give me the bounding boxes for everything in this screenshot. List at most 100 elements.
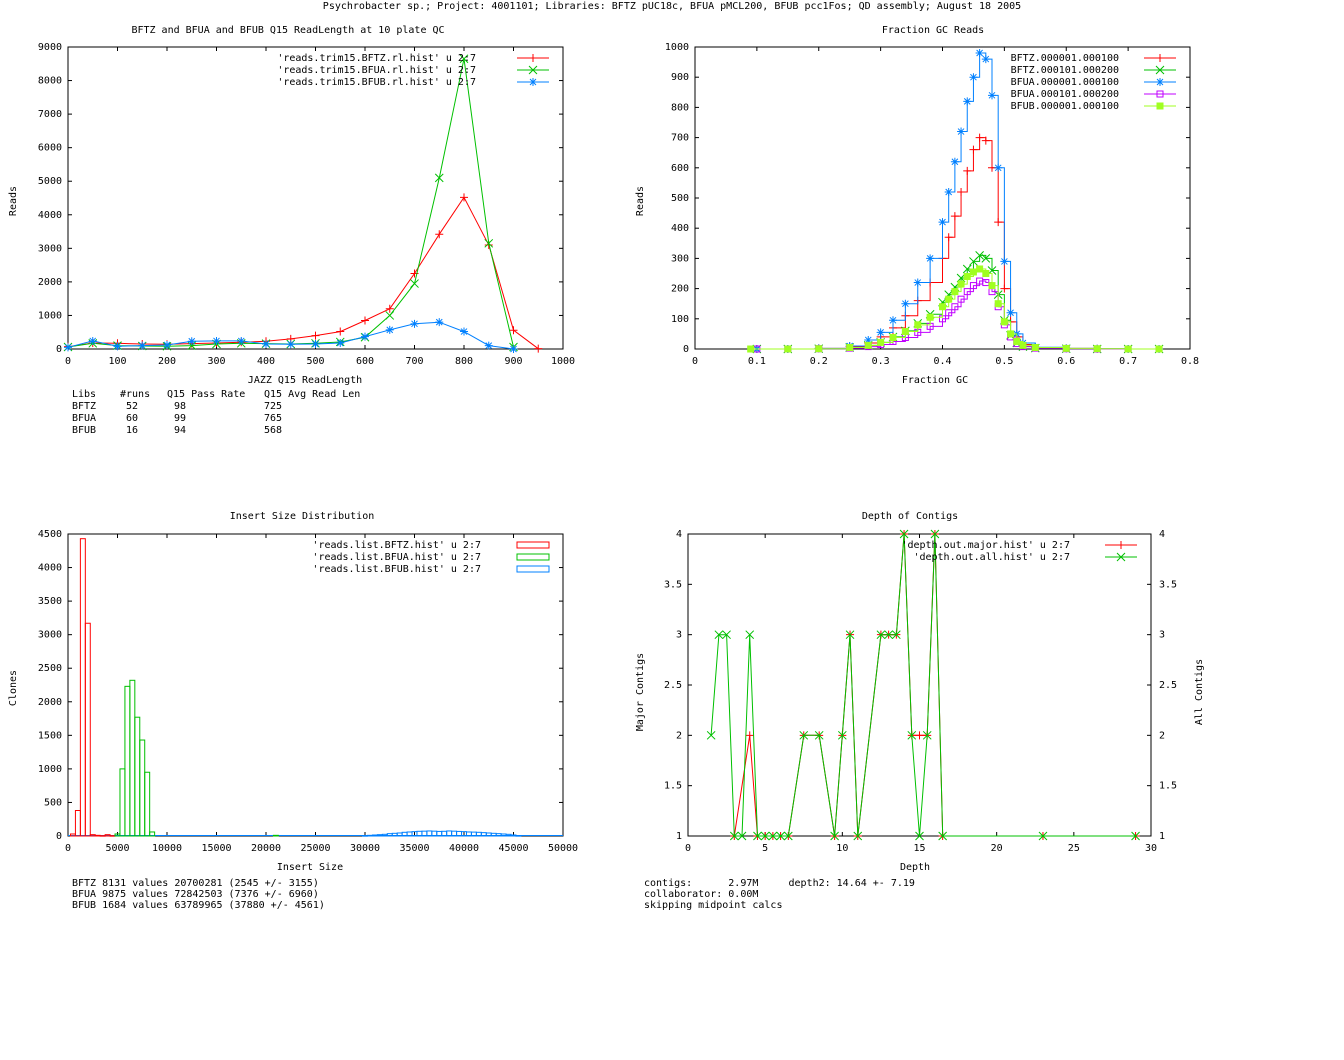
histogram-bar [366, 834, 373, 837]
x-marker [1116, 552, 1126, 562]
x-tick-label: 400 [257, 356, 275, 367]
series-line [756, 137, 1160, 350]
star-marker [950, 157, 959, 166]
x-tick-label: 0 [65, 843, 71, 854]
histogram-bar [362, 835, 368, 837]
page-title: Psychrobacter sp.; Project: 4001101; Lib… [323, 1, 1021, 12]
star-marker [361, 332, 369, 341]
histogram-bar [109, 835, 116, 837]
depth-chart: Depth of Contigs 0 5 10 15 20 25 3011.522.533.… [635, 511, 1205, 911]
insert-legend: 'reads.list.BFTZ.hist' u 2:7'reads.list.… [312, 540, 550, 575]
x-marker [891, 630, 901, 640]
star-marker [336, 338, 345, 347]
filled-square-marker [846, 343, 854, 351]
x-marker [975, 251, 984, 260]
y2-tick-label: 3 [1159, 630, 1165, 641]
plus-marker [385, 304, 394, 313]
y-tick-label: 200 [671, 284, 689, 295]
x-tick-label: 0.4 [933, 356, 951, 367]
x-tick-label: 0.3 [872, 356, 890, 367]
insert-xlabel: Insert Size [277, 862, 343, 873]
plus-marker [1156, 54, 1164, 62]
star-marker [113, 342, 122, 351]
star-marker [237, 336, 246, 345]
filled-square-marker [982, 270, 990, 277]
gc-chart-title: Fraction GC Reads [882, 25, 984, 36]
plus-marker [361, 316, 369, 325]
star-marker [529, 78, 537, 86]
x-marker [187, 341, 197, 350]
star-marker [460, 327, 468, 336]
x-tick-label: 30 [1145, 843, 1157, 854]
x-tick-label: 20000 [251, 843, 281, 854]
star-marker [212, 336, 221, 345]
x-tick-label: 5000 [105, 843, 129, 854]
y-tick-label: 0 [56, 831, 62, 842]
plus-marker [944, 233, 953, 242]
filled-square-marker [976, 265, 984, 273]
legend-label: 'reads.trim15.BFTZ.rl.hist' u 2:7 [277, 53, 476, 64]
x-marker [760, 831, 770, 841]
insert-stats: BFTZ 8131 values 20700281 (2545 +/- 3155… [72, 878, 325, 911]
table-header-cell: Q15 Avg Read Len [264, 389, 360, 400]
filled-square-marker [747, 345, 755, 353]
star-marker [1006, 308, 1015, 317]
x-marker [799, 730, 809, 740]
x-tick-label: 0 [65, 356, 71, 367]
star-marker [410, 319, 419, 328]
star-marker [913, 278, 922, 287]
x-marker [385, 311, 395, 320]
star-marker [975, 49, 984, 58]
plus-marker [994, 218, 1003, 227]
y2-tick-label: 1 [1159, 831, 1165, 842]
gc-ylabel: Reads [635, 186, 646, 216]
filled-square-marker [939, 303, 946, 311]
series-line [67, 196, 539, 350]
x-tick-label: 0.1 [748, 356, 766, 367]
legend-swatch [516, 541, 550, 549]
x-tick-label: 0.6 [1057, 356, 1075, 367]
star-marker [435, 318, 444, 327]
readlength-plot-frame [67, 46, 564, 350]
depth-y2label: All Contigs [1194, 659, 1205, 725]
x-tick-label: 100 [108, 356, 126, 367]
series-line [710, 533, 1136, 837]
y-tick-label: 4000 [38, 210, 62, 221]
x-marker [714, 630, 724, 640]
filled-square-marker [1013, 337, 1021, 345]
filled-square-marker [784, 345, 792, 353]
square-marker [957, 295, 965, 303]
histogram-bar [119, 768, 126, 837]
x-tick-label: 15000 [201, 843, 231, 854]
star-marker [509, 345, 518, 353]
x-marker [837, 730, 847, 740]
square-marker [963, 288, 971, 296]
legend-label: 'reads.trim15.BFUB.rl.hist' u 2:7 [277, 77, 476, 88]
star-marker [187, 337, 196, 346]
readlength-series [63, 54, 543, 353]
plus-marker [981, 136, 990, 145]
y-tick-label: 1500 [38, 730, 62, 741]
series-line [67, 58, 514, 348]
filled-square-marker [1155, 345, 1163, 353]
y-tick-label: 0 [56, 344, 62, 355]
x-tick-label: 900 [504, 356, 522, 367]
y2-tick-label: 2.5 [1159, 680, 1177, 691]
insert-ticks: 0 5000 10000 15000 20000 25000 30000 35000 40000… [38, 529, 578, 854]
legend-label: 'reads.list.BFUA.hist' u 2:7 [312, 552, 481, 563]
insert-ylabel: Clones [8, 670, 19, 706]
filled-square-marker [1093, 345, 1101, 353]
stats-line: skipping midpoint calcs [644, 900, 782, 911]
x-tick-label: 45000 [498, 843, 528, 854]
legend-label: 'depth.out.all.hist' u 2:7 [913, 552, 1070, 563]
y-tick-label: 2000 [38, 277, 62, 288]
legend-label: 'reads.list.BFTZ.hist' u 2:7 [312, 540, 481, 551]
histogram-bar [272, 834, 279, 837]
x-tick-label: 200 [158, 356, 176, 367]
star-marker [876, 328, 885, 337]
x-tick-label: 0.2 [810, 356, 828, 367]
square-marker [969, 282, 977, 290]
x-tick-label: 25 [1068, 843, 1080, 854]
